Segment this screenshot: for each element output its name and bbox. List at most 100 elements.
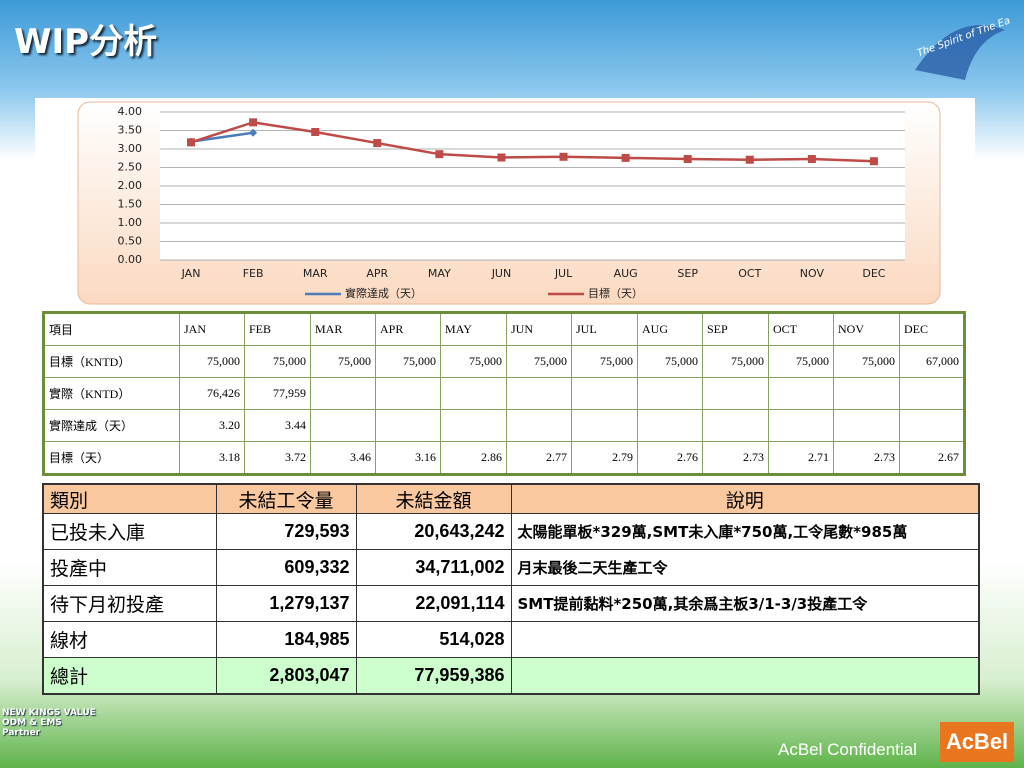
- y-tick-label: 1.50: [118, 198, 143, 211]
- cell: 75,000: [440, 345, 507, 378]
- cell: 2.76: [637, 441, 703, 475]
- cell: JUN: [506, 312, 572, 346]
- cell: JUL: [571, 312, 638, 346]
- cell: [571, 377, 638, 410]
- point: [745, 155, 754, 164]
- cell: 投產中: [42, 549, 217, 586]
- cell: 線材: [42, 621, 217, 658]
- table-row: 投產中 609,332 34,711,002 月末最後二天生產工令: [42, 549, 980, 586]
- cell: [768, 409, 834, 442]
- cell: 已投未入庫: [42, 513, 217, 550]
- cell: 項目: [43, 312, 180, 346]
- cell: 3.46: [310, 441, 376, 475]
- x-tick-label: APR: [366, 267, 388, 280]
- y-tick-label: 0.50: [118, 235, 143, 248]
- table-row: 待下月初投產 1,279,137 22,091,114 SMT提前黏料*250萬,其余…: [42, 585, 980, 622]
- x-tick-label: MAR: [303, 267, 328, 280]
- monthly-table: 項目 JAN FEB MAR APR MAY JUN JUL AUG SEP OCT NOV DEC 目標…: [42, 311, 966, 476]
- cell: [571, 409, 638, 442]
- partner-name: NEW KINGS VALUE: [2, 708, 96, 718]
- table-row: 已投未入庫 729,593 20,643,242 太陽能單板*329萬,SMT未入庫*…: [42, 513, 980, 550]
- point: [187, 138, 196, 147]
- cell: NOV: [833, 312, 900, 346]
- y-tick-label: 0.00: [118, 253, 143, 266]
- cell: JAN: [179, 312, 245, 346]
- slide-title: WIP分析: [14, 22, 158, 62]
- partner-sub: ODM & EMS Partner: [2, 718, 62, 738]
- chart-panel: 0.00 0.50 1.00 1.50 2.00 2.50 3.00 3.50 4.00 JAN F…: [35, 98, 975, 306]
- cell: 說明: [510, 483, 980, 514]
- cell: 67,000: [899, 345, 965, 378]
- point: [497, 153, 506, 162]
- x-tick-label: DEC: [862, 267, 885, 280]
- cell: 75,000: [637, 345, 703, 378]
- cell: [702, 409, 769, 442]
- cell: [375, 409, 441, 442]
- table-row: 實際達成（天） 3.20 3.44: [43, 409, 965, 442]
- cell: 75,000: [702, 345, 769, 378]
- cell: [702, 377, 769, 410]
- cell: APR: [375, 312, 441, 346]
- table-row: 總計 2,803,047 77,959,386: [42, 657, 980, 695]
- point: [373, 139, 382, 148]
- cell: [899, 409, 965, 442]
- y-tick-label: 2.00: [118, 179, 143, 192]
- cell: OCT: [768, 312, 834, 346]
- cell: [833, 377, 900, 410]
- partner-logo: NEW KINGS VALUE ODM & EMS Partner: [2, 708, 102, 738]
- table-row: 線材 184,985 514,028: [42, 621, 980, 658]
- cell: 2,803,047: [215, 657, 357, 695]
- cell: MAR: [310, 312, 376, 346]
- cell: [506, 377, 572, 410]
- point: [807, 154, 816, 163]
- cell: 月末最後二天生產工令: [510, 549, 980, 586]
- cell: 184,985: [215, 621, 357, 658]
- y-tick-label: 3.50: [118, 124, 143, 137]
- x-tick-label: OCT: [738, 267, 761, 280]
- header-row: 類別 未結工令量 未結金額 說明: [42, 483, 980, 514]
- cell: 2.77: [506, 441, 572, 475]
- chart: 0.00 0.50 1.00 1.50 2.00 2.50 3.00 3.50 4.00 JAN F…: [77, 101, 941, 305]
- cell: [833, 409, 900, 442]
- cell: 目標（天）: [43, 441, 180, 475]
- cell: MAY: [440, 312, 507, 346]
- y-tick-label: 4.00: [118, 105, 143, 118]
- x-tick-label: NOV: [800, 267, 825, 280]
- cell: 75,000: [833, 345, 900, 378]
- cell: 34,711,002: [355, 549, 512, 586]
- cell: 20,643,242: [355, 513, 512, 550]
- wip-table: 類別 未結工令量 未結金額 說明 已投未入庫 729,593 20,643,242 太陽能單板…: [42, 483, 980, 695]
- cell: [510, 657, 980, 695]
- x-tick-label: JUN: [491, 267, 512, 280]
- table-row: 實際（KNTD） 76,426 77,959: [43, 377, 965, 410]
- company-logo: AcBel: [940, 722, 1014, 762]
- cell: 待下月初投產: [42, 585, 217, 622]
- cell: [375, 377, 441, 410]
- legend-label: 目標（天）: [588, 286, 643, 300]
- cell: 2.79: [571, 441, 638, 475]
- x-tick-label: SEP: [677, 267, 698, 280]
- point: [311, 127, 320, 136]
- point: [621, 153, 630, 162]
- cell: 75,000: [179, 345, 245, 378]
- point: [683, 154, 692, 163]
- cell: 77,959: [244, 377, 311, 410]
- cell: AUG: [637, 312, 703, 346]
- series-line: [190, 121, 875, 163]
- point: [869, 157, 878, 166]
- cell: 太陽能單板*329萬,SMT未入庫*750萬,工令尾數*985萬: [510, 513, 980, 550]
- cell: 3.18: [179, 441, 245, 475]
- cell: 75,000: [506, 345, 572, 378]
- cell: [440, 409, 507, 442]
- cell: 2.73: [833, 441, 900, 475]
- cell: [310, 409, 376, 442]
- x-tick-label: AUG: [614, 267, 638, 280]
- cell: [510, 621, 980, 658]
- cell: 77,959,386: [355, 657, 512, 695]
- y-tick-label: 3.00: [118, 142, 143, 155]
- cell: 實際達成（天）: [43, 409, 180, 442]
- cell: 未結工令量: [215, 483, 357, 514]
- point: [559, 152, 568, 161]
- badge-art: The Spirit of The Eagle: [915, 10, 1024, 80]
- x-tick-label: FEB: [243, 267, 264, 280]
